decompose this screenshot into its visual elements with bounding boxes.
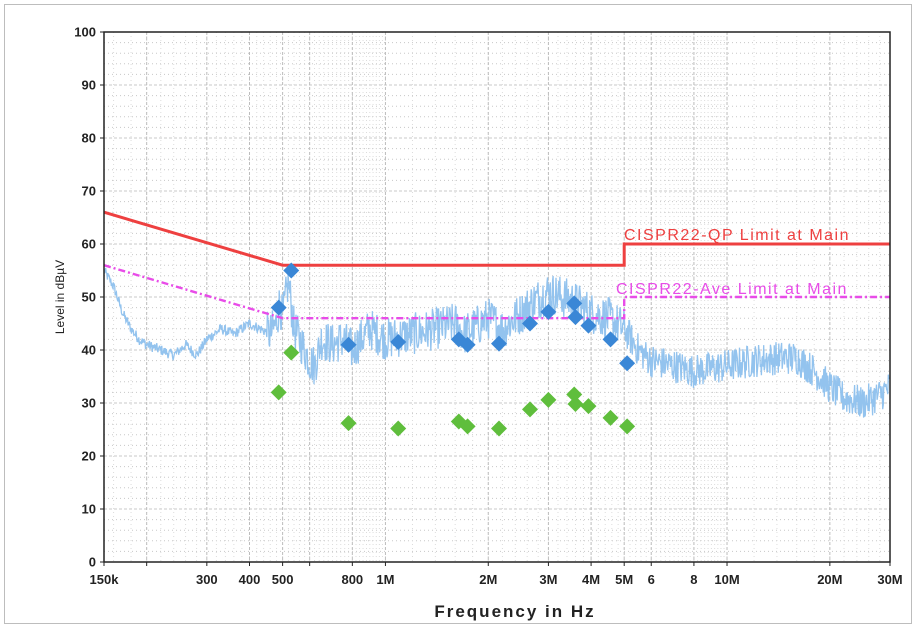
y-tick-label: 40 (82, 343, 96, 358)
avg-marker (522, 401, 539, 418)
y-tick-label: 20 (82, 449, 96, 464)
avg-marker (390, 420, 407, 437)
avg-marker (490, 420, 507, 437)
x-tick-label: 5M (615, 572, 633, 587)
x-tick-label: 800 (341, 572, 363, 587)
x-axis-title: Frequency in Hz (434, 602, 595, 621)
x-tick-label: 4M (582, 572, 600, 587)
x-tick-label: 8 (690, 572, 697, 587)
qp-marker (619, 355, 636, 372)
qp-marker (283, 262, 300, 279)
y-tick-label: 60 (82, 237, 96, 252)
x-tick-label: 300 (196, 572, 218, 587)
y-tick-label: 80 (82, 131, 96, 146)
qp-limit-label: CISPR22-QP Limit at Main (624, 227, 850, 244)
y-tick-label: 50 (82, 290, 96, 305)
qp-marker (340, 336, 357, 353)
x-tick-label: 3M (539, 572, 557, 587)
x-tick-labels: 150k 300 400 500 800 1M 2M 3M 4M 5M 6 8 10M 20M 30M (90, 562, 903, 587)
qp-marker (390, 334, 407, 351)
qp-limit-line (103, 210, 890, 267)
avg-marker (602, 409, 619, 426)
x-tick-label: 500 (272, 572, 294, 587)
x-tick-label: 6 (648, 572, 655, 587)
y-axis-title: Level in dBµV (53, 260, 67, 334)
x-tick-label: 150k (90, 572, 120, 587)
ave-limit-label: CISPR22-Ave Limit at Main (616, 281, 848, 298)
y-tick-label: 90 (82, 78, 96, 93)
qp-marker (490, 335, 507, 352)
qp-marker (566, 295, 583, 312)
avg-marker (567, 396, 584, 413)
y-tick-labels: 0 10 20 30 40 50 60 70 80 90 100 (74, 25, 104, 570)
qp-marker (602, 331, 619, 348)
x-tick-label: 10M (714, 572, 739, 587)
x-tick-label: 2M (479, 572, 497, 587)
qp-marker (580, 317, 597, 334)
y-tick-label: 100 (74, 25, 96, 40)
y-tick-label: 70 (82, 184, 96, 199)
x-tick-label: 1M (376, 572, 394, 587)
avg-marker (619, 418, 636, 435)
avg-marker (270, 384, 287, 401)
y-tick-label: 0 (89, 555, 96, 570)
limit-layer (103, 210, 890, 320)
avg-marker (566, 386, 583, 403)
qp-marker (459, 336, 476, 353)
y-tick-label: 30 (82, 396, 96, 411)
ave-limit-line (103, 264, 890, 320)
qp-marker (567, 309, 584, 326)
y-tick-label: 10 (82, 502, 96, 517)
qp-marker (270, 299, 287, 316)
avg-marker (580, 398, 597, 415)
x-tick-label: 20M (817, 572, 842, 587)
x-tick-label: 400 (239, 572, 261, 587)
marker-layer (270, 262, 636, 437)
qp-marker (522, 315, 539, 332)
avg-marker (540, 391, 557, 408)
x-tick-label: 30M (877, 572, 902, 587)
avg-marker (459, 418, 476, 435)
qp-marker (540, 303, 557, 320)
avg-marker (340, 415, 357, 432)
avg-marker (283, 344, 300, 361)
